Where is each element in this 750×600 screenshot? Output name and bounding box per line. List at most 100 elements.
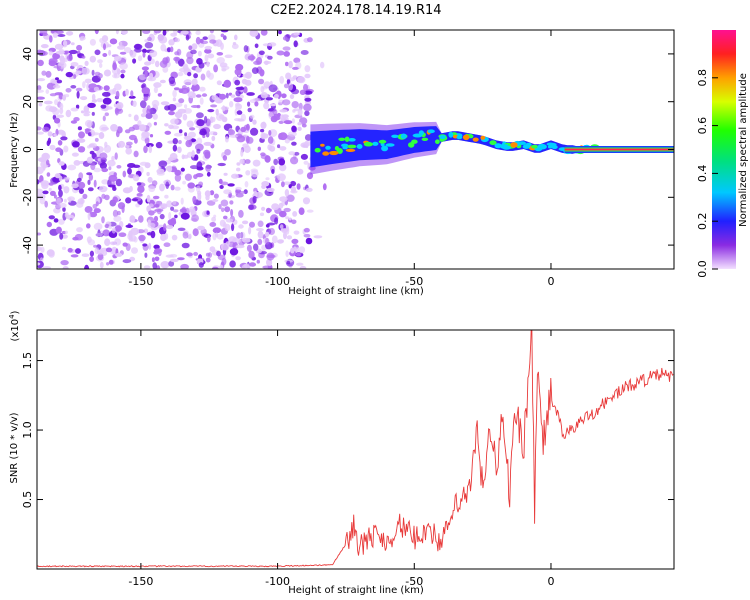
noise-blob: [211, 116, 216, 123]
noise-blob: [174, 174, 182, 182]
noise-blob: [52, 107, 60, 116]
noise-blob: [257, 146, 261, 151]
noise-blob: [168, 111, 175, 116]
noise-blob: [62, 207, 66, 212]
noise-blob: [39, 30, 48, 35]
snr-y-multiplier-exp: 4: [8, 314, 16, 319]
noise-blob: [91, 93, 96, 101]
noise-blob: [108, 166, 112, 171]
noise-blob: [119, 51, 127, 55]
noise-blob: [283, 181, 291, 185]
noise-blob: [211, 216, 217, 223]
noise-blob: [63, 198, 67, 203]
noise-blob: [291, 238, 299, 244]
noise-blob: [103, 69, 112, 77]
noise-blob: [301, 123, 307, 128]
noise-blob: [61, 246, 67, 250]
noise-blob: [63, 145, 69, 153]
noise-blob: [99, 63, 103, 68]
noise-blob: [103, 85, 110, 91]
noise-blob: [168, 39, 175, 46]
noise-blob: [234, 68, 242, 76]
noise-blob: [115, 30, 119, 35]
noise-blob: [230, 94, 236, 98]
noise-blob: [177, 227, 186, 231]
noise-blob: [146, 105, 151, 112]
noise-blob: [194, 154, 199, 161]
noise-blob: [68, 197, 72, 203]
noise-blob: [303, 227, 310, 233]
noise-blob: [209, 190, 215, 196]
noise-blob: [70, 62, 79, 67]
noise-blob: [304, 97, 312, 102]
noise-blob: [198, 181, 204, 187]
noise-blob: [153, 30, 162, 34]
noise-blob: [256, 259, 260, 264]
noise-blob: [114, 224, 122, 233]
signal-peak: [385, 143, 395, 147]
noise-blob: [165, 56, 170, 63]
noise-blob: [249, 114, 255, 119]
noise-blob: [58, 189, 63, 198]
noise-blob: [58, 161, 65, 166]
noise-blob: [279, 196, 288, 203]
noise-blob: [142, 48, 147, 54]
noise-blob: [49, 190, 56, 196]
noise-blob: [320, 61, 325, 69]
noise-blob: [224, 54, 233, 59]
noise-blob: [122, 242, 128, 247]
noise-blob: [96, 98, 104, 103]
noise-blob: [211, 135, 216, 141]
noise-blob: [299, 265, 307, 269]
noise-blob: [292, 66, 299, 70]
noise-blob: [216, 52, 224, 56]
noise-blob: [74, 233, 84, 241]
noise-blob: [69, 217, 73, 221]
noise-blob: [285, 61, 289, 67]
noise-blob: [191, 83, 200, 92]
noise-blob: [260, 128, 265, 133]
noise-blob: [172, 97, 177, 102]
noise-blob: [101, 179, 109, 185]
noise-blob: [178, 58, 185, 67]
noise-blob: [60, 136, 68, 141]
signal-peak: [320, 143, 325, 147]
noise-blob: [99, 124, 108, 132]
noise-blob: [162, 66, 169, 73]
noise-blob: [290, 186, 297, 193]
noise-blob: [222, 155, 228, 161]
noise-blob: [260, 85, 265, 93]
noise-blob: [117, 202, 126, 210]
noise-blob: [55, 226, 62, 234]
signal-peak: [468, 134, 474, 139]
noise-blob: [151, 99, 160, 108]
x-tick-label: -50: [405, 575, 423, 588]
noise-blob: [223, 172, 228, 176]
noise-blob: [286, 227, 290, 235]
noise-blob: [104, 238, 111, 246]
noise-blob: [128, 95, 136, 99]
noise-blob: [132, 100, 137, 108]
noise-blob: [224, 149, 231, 156]
noise-blob: [164, 233, 169, 240]
noise-blob: [196, 137, 203, 145]
noise-blob: [184, 173, 192, 181]
noise-blob: [303, 83, 308, 92]
noise-blob: [87, 187, 94, 192]
noise-blob: [192, 195, 197, 204]
noise-blob: [220, 207, 225, 213]
spectrogram-y-axis-label: Frequency (Hz): [9, 112, 20, 188]
noise-blob: [172, 209, 179, 213]
noise-blob: [290, 247, 295, 254]
noise-blob: [191, 43, 198, 50]
noise-blob: [45, 89, 50, 94]
noise-blob: [172, 144, 178, 152]
noise-blob: [198, 62, 205, 69]
noise-blob: [209, 222, 217, 227]
noise-blob: [283, 207, 291, 213]
noise-blob: [293, 32, 301, 36]
noise-blob: [49, 93, 57, 97]
noise-blob: [169, 152, 178, 161]
noise-blob: [147, 36, 152, 42]
noise-blob: [170, 184, 175, 191]
